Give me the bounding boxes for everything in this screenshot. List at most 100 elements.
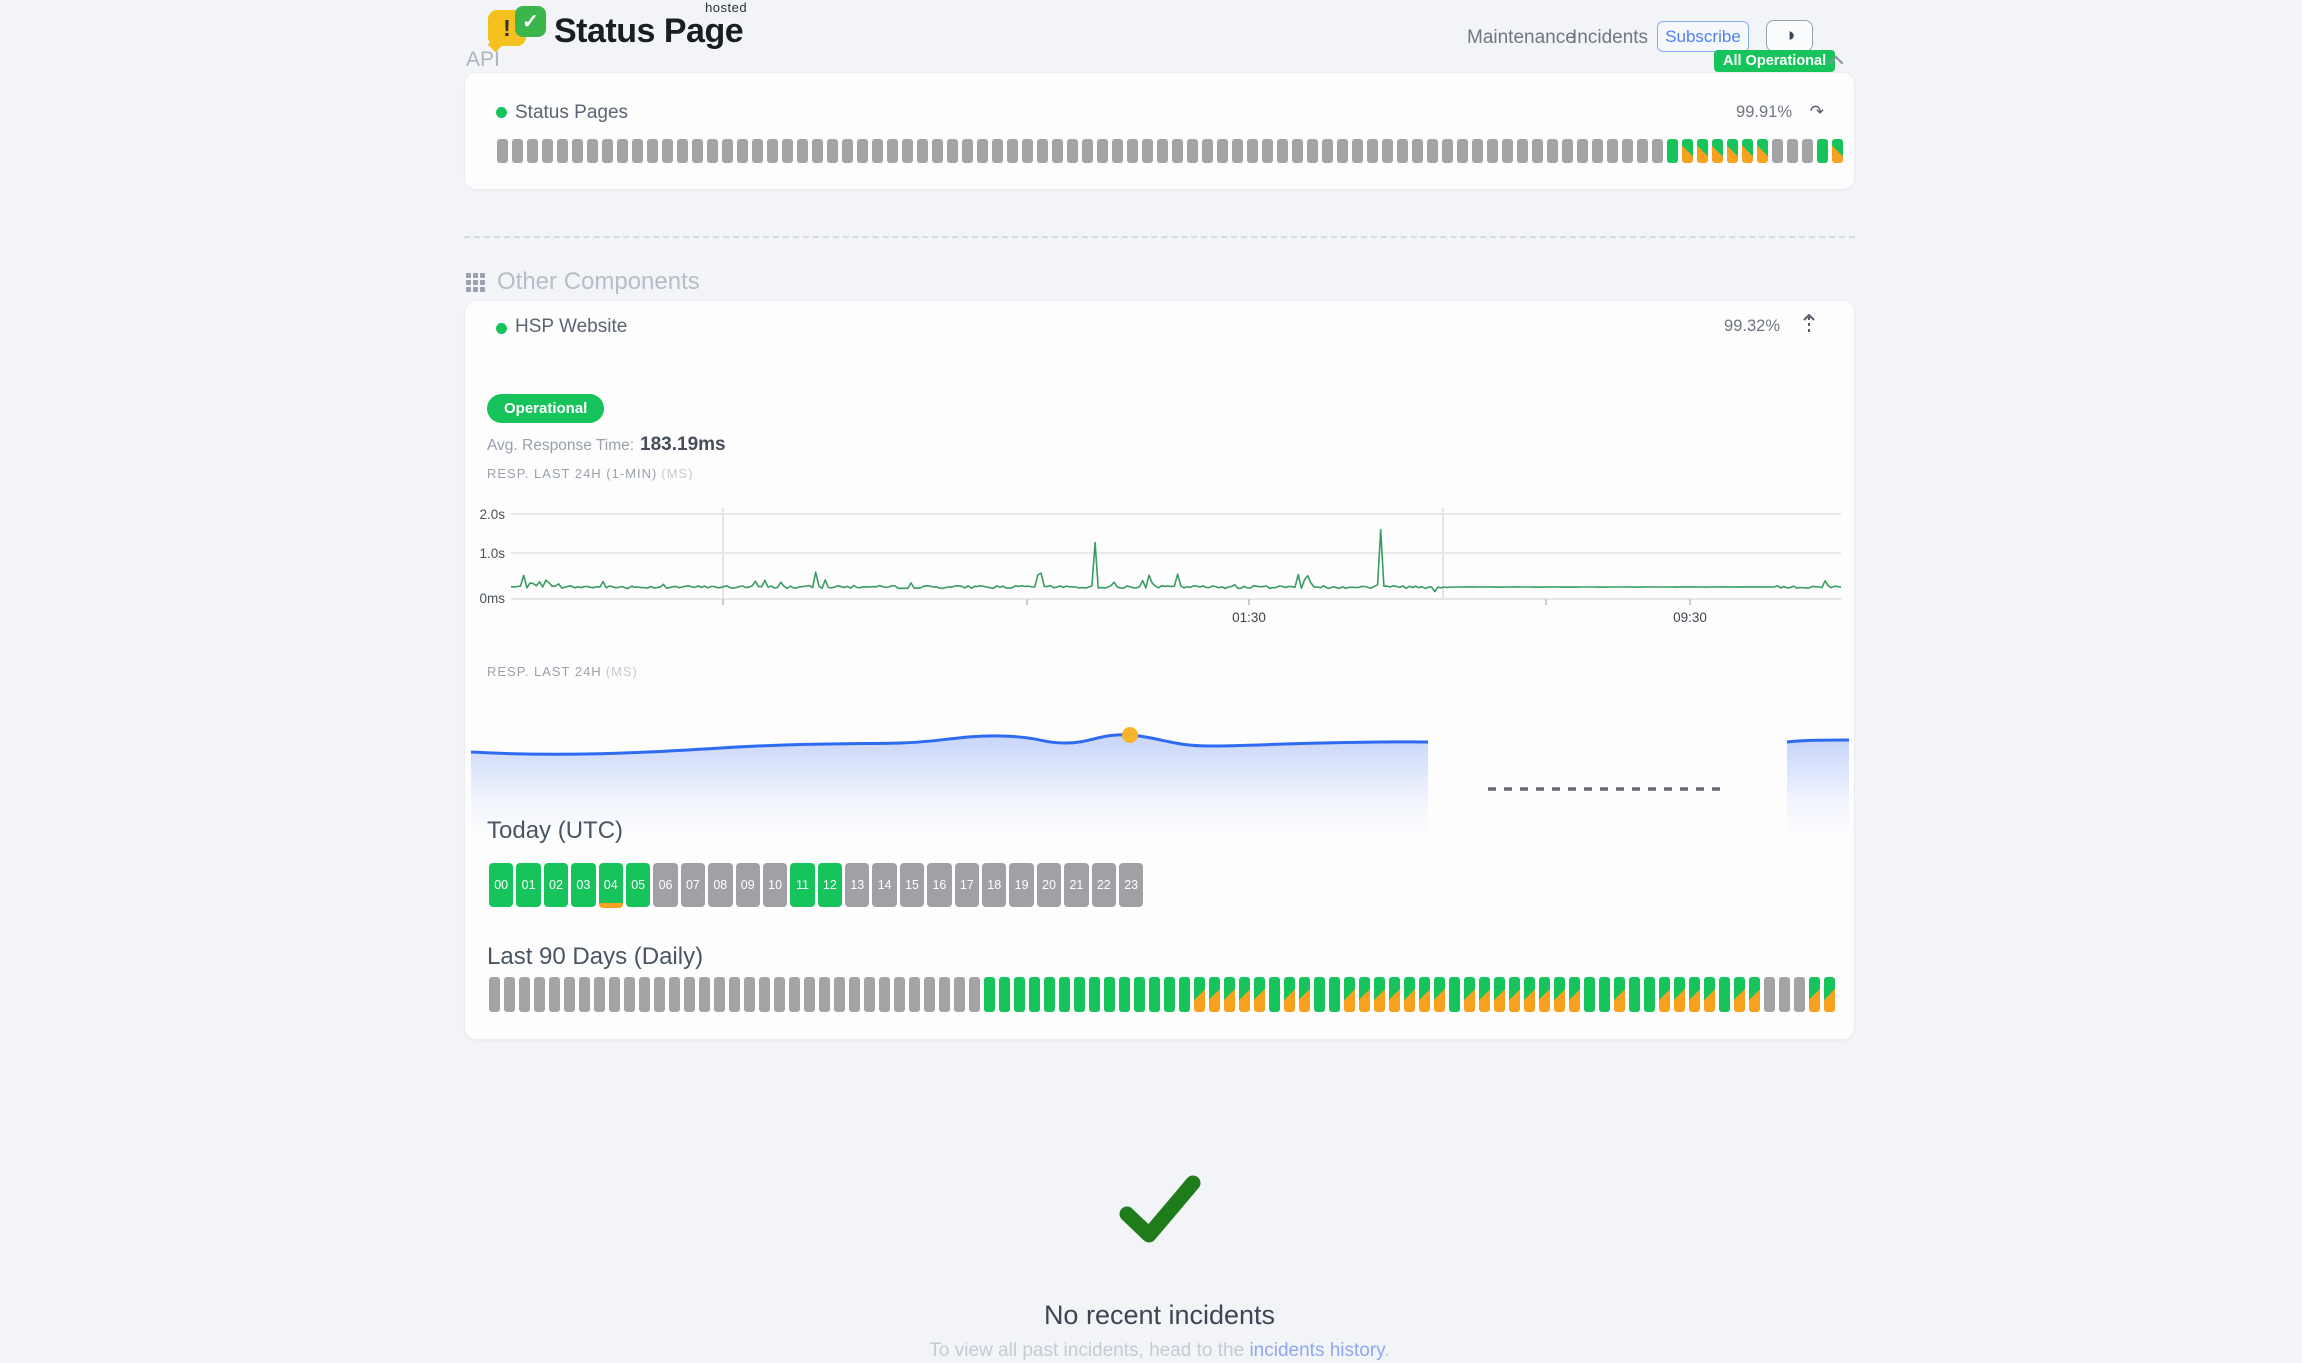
uptime-bar[interactable] bbox=[917, 139, 928, 163]
uptime-bar[interactable] bbox=[1127, 139, 1138, 163]
uptime-bar[interactable] bbox=[1434, 977, 1445, 1012]
uptime-bar[interactable] bbox=[1337, 139, 1348, 163]
uptime-bar[interactable] bbox=[1622, 139, 1633, 163]
hour-cell-12[interactable]: 12 bbox=[817, 863, 843, 907]
uptime-bar[interactable] bbox=[1659, 977, 1670, 1012]
hour-cell-11[interactable]: 11 bbox=[790, 863, 815, 907]
uptime-bar[interactable] bbox=[1772, 139, 1783, 163]
uptime-bar[interactable] bbox=[1712, 139, 1723, 163]
uptime-bar[interactable] bbox=[1074, 977, 1085, 1012]
uptime-bar[interactable] bbox=[1232, 139, 1243, 163]
uptime-bar[interactable] bbox=[1067, 139, 1078, 163]
uptime-bar[interactable] bbox=[677, 139, 688, 163]
uptime-bar[interactable] bbox=[1352, 139, 1363, 163]
uptime-bar[interactable] bbox=[999, 977, 1010, 1012]
uptime-bar[interactable] bbox=[1817, 139, 1828, 163]
uptime-bar[interactable] bbox=[1164, 977, 1175, 1012]
uptime-bar[interactable] bbox=[1614, 977, 1625, 1012]
nav-incidents[interactable]: Incidents bbox=[1572, 27, 1649, 48]
uptime-bar[interactable] bbox=[1397, 139, 1408, 163]
uptime-bar[interactable] bbox=[722, 139, 733, 163]
uptime-bar[interactable] bbox=[1764, 977, 1775, 1012]
uptime-bar[interactable] bbox=[647, 139, 658, 163]
uptime-bar[interactable] bbox=[1577, 139, 1588, 163]
uptime-bar[interactable] bbox=[1179, 977, 1190, 1012]
uptime-bar[interactable] bbox=[1112, 139, 1123, 163]
uptime-bar[interactable] bbox=[1134, 977, 1145, 1012]
uptime-bar[interactable] bbox=[1554, 977, 1565, 1012]
uptime-bar[interactable] bbox=[662, 139, 673, 163]
uptime-bar[interactable] bbox=[1224, 977, 1235, 1012]
uptime-bar[interactable] bbox=[1794, 977, 1805, 1012]
uptime-bar[interactable] bbox=[1382, 139, 1393, 163]
uptime-bar[interactable] bbox=[767, 139, 778, 163]
uptime-bar[interactable] bbox=[1652, 139, 1663, 163]
uptime-bar[interactable] bbox=[872, 139, 883, 163]
uptime-bar[interactable] bbox=[497, 139, 508, 163]
chevron-up-icon[interactable] bbox=[1828, 52, 1844, 70]
uptime-bar[interactable] bbox=[1539, 977, 1550, 1012]
hour-cell-08[interactable]: 08 bbox=[708, 863, 733, 907]
uptime-bar[interactable] bbox=[587, 139, 598, 163]
uptime-bar[interactable] bbox=[954, 977, 965, 1012]
subscribe-button[interactable]: Subscribe bbox=[1657, 21, 1749, 52]
uptime-bar[interactable] bbox=[1157, 139, 1168, 163]
uptime-bar[interactable] bbox=[1247, 139, 1258, 163]
hour-cell-15[interactable]: 15 bbox=[899, 863, 925, 907]
uptime-bar[interactable] bbox=[1097, 139, 1108, 163]
hour-cell-21[interactable]: 21 bbox=[1064, 863, 1089, 907]
uptime-bar[interactable] bbox=[512, 139, 523, 163]
uptime-bar[interactable] bbox=[924, 977, 935, 1012]
uptime-bar[interactable] bbox=[1494, 977, 1505, 1012]
uptime-bar[interactable] bbox=[1787, 139, 1798, 163]
uptime-bar[interactable] bbox=[1119, 977, 1130, 1012]
uptime-bar[interactable] bbox=[1344, 977, 1355, 1012]
uptime-bar[interactable] bbox=[609, 977, 620, 1012]
uptime-bar[interactable] bbox=[827, 139, 838, 163]
uptime-bar[interactable] bbox=[842, 139, 853, 163]
uptime-bar[interactable] bbox=[962, 139, 973, 163]
hour-cell-09[interactable]: 09 bbox=[735, 863, 760, 907]
uptime-bar[interactable] bbox=[947, 139, 958, 163]
uptime-bar[interactable] bbox=[1719, 977, 1730, 1012]
uptime-bar[interactable] bbox=[1644, 977, 1655, 1012]
hour-cell-19[interactable]: 19 bbox=[1009, 863, 1034, 907]
uptime-bar[interactable] bbox=[969, 977, 980, 1012]
hour-cell-23[interactable]: 23 bbox=[1118, 863, 1144, 907]
uptime-bar[interactable] bbox=[857, 139, 868, 163]
uptime-bar[interactable] bbox=[1217, 139, 1228, 163]
data-point-marker[interactable] bbox=[1122, 727, 1138, 743]
uptime-bar[interactable] bbox=[1824, 977, 1835, 1012]
uptime-bar[interactable] bbox=[1142, 139, 1153, 163]
uptime-bar[interactable] bbox=[812, 139, 823, 163]
uptime-bar[interactable] bbox=[1299, 977, 1310, 1012]
component-name[interactable]: HSP Website bbox=[515, 316, 628, 337]
uptime-bar[interactable] bbox=[1472, 139, 1483, 163]
uptime-bar[interactable] bbox=[1464, 977, 1475, 1012]
uptime-bar[interactable] bbox=[1442, 139, 1453, 163]
uptime-bar[interactable] bbox=[1022, 139, 1033, 163]
hour-cell-05[interactable]: 05 bbox=[625, 863, 651, 907]
uptime-bar[interactable] bbox=[1592, 139, 1603, 163]
uptime-bar[interactable] bbox=[1029, 977, 1040, 1012]
uptime-bar[interactable] bbox=[519, 977, 530, 1012]
uptime-bar[interactable] bbox=[669, 977, 680, 1012]
uptime-bar[interactable] bbox=[549, 977, 560, 1012]
uptime-bar[interactable] bbox=[1832, 139, 1843, 163]
hour-cell-07[interactable]: 07 bbox=[680, 863, 706, 907]
uptime-bar[interactable] bbox=[1172, 139, 1183, 163]
uptime-bar[interactable] bbox=[1524, 977, 1535, 1012]
uptime-bar[interactable] bbox=[1457, 139, 1468, 163]
hour-cell-02[interactable]: 02 bbox=[543, 863, 569, 907]
uptime-bar[interactable] bbox=[1562, 139, 1573, 163]
uptime-bar[interactable] bbox=[1359, 977, 1370, 1012]
uptime-bar[interactable] bbox=[1809, 977, 1820, 1012]
uptime-bar[interactable] bbox=[759, 977, 770, 1012]
uptime-bar[interactable] bbox=[1629, 977, 1640, 1012]
uptime-bar[interactable] bbox=[1674, 977, 1685, 1012]
uptime-bar[interactable] bbox=[1569, 977, 1580, 1012]
uptime-bar[interactable] bbox=[602, 139, 613, 163]
refresh-icon[interactable]: ↷ bbox=[1809, 102, 1824, 121]
uptime-bar[interactable] bbox=[699, 977, 710, 1012]
uptime-bar[interactable] bbox=[909, 977, 920, 1012]
